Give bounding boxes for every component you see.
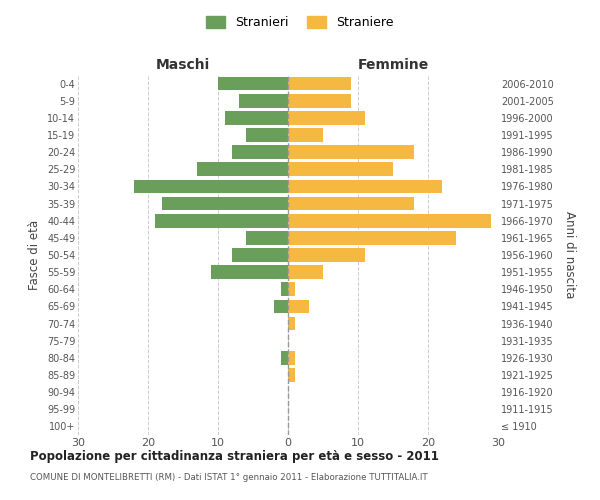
Y-axis label: Fasce di età: Fasce di età [28, 220, 41, 290]
Bar [288, 300, 309, 314]
Text: COMUNE DI MONTELIBRETTI (RM) - Dati ISTAT 1° gennaio 2011 - Elaborazione TUTTITA: COMUNE DI MONTELIBRETTI (RM) - Dati ISTA… [30, 472, 428, 482]
Bar [246, 128, 288, 142]
Bar [288, 111, 365, 124]
Bar [288, 368, 295, 382]
Bar [218, 76, 288, 90]
Bar [288, 94, 351, 108]
Bar [288, 248, 365, 262]
Bar [232, 146, 288, 159]
Bar [197, 162, 288, 176]
Bar [288, 128, 323, 142]
Bar [232, 248, 288, 262]
Bar [288, 282, 295, 296]
Bar [162, 196, 288, 210]
Bar [155, 214, 288, 228]
Bar [225, 111, 288, 124]
Bar [288, 76, 351, 90]
Text: Popolazione per cittadinanza straniera per età e sesso - 2011: Popolazione per cittadinanza straniera p… [30, 450, 439, 463]
Text: Maschi: Maschi [156, 58, 210, 71]
Bar [288, 266, 323, 279]
Bar [288, 196, 414, 210]
Bar [288, 214, 491, 228]
Bar [239, 94, 288, 108]
Bar [288, 180, 442, 194]
Bar [288, 162, 393, 176]
Legend: Stranieri, Straniere: Stranieri, Straniere [202, 11, 398, 34]
Bar [288, 351, 295, 364]
Bar [281, 282, 288, 296]
Bar [288, 231, 456, 244]
Bar [288, 316, 295, 330]
Bar [134, 180, 288, 194]
Y-axis label: Anni di nascita: Anni di nascita [563, 212, 575, 298]
Text: Femmine: Femmine [358, 58, 428, 71]
Bar [211, 266, 288, 279]
Bar [246, 231, 288, 244]
Bar [274, 300, 288, 314]
Bar [288, 146, 414, 159]
Bar [281, 351, 288, 364]
